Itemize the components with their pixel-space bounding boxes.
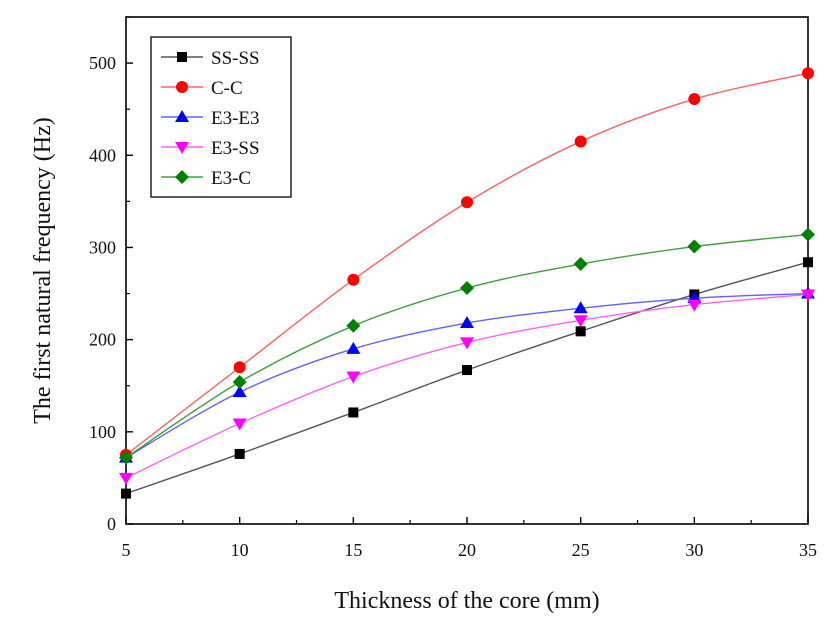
y-tick-label: 200	[89, 330, 116, 350]
legend-marker-e3-c	[175, 170, 189, 184]
x-tick-label: 10	[231, 540, 249, 560]
x-tick-label: 25	[572, 540, 590, 560]
data-point-e3-e3	[573, 301, 588, 314]
x-tick-label: 35	[799, 540, 817, 560]
legend-label-e3-e3: E3-E3	[211, 108, 260, 129]
data-point-ss-ss	[803, 257, 813, 268]
legend-label-ss-ss: SS-SS	[211, 48, 260, 69]
legend-label-c-c: C-C	[211, 78, 243, 99]
data-point-c-c	[461, 196, 473, 209]
y-tick-label: 300	[89, 237, 116, 257]
data-point-e3-c	[119, 450, 133, 465]
data-point-e3-e3	[232, 385, 247, 398]
legend-label-e3-ss: E3-SS	[211, 138, 260, 159]
legend: SS-SS C-C E3-E3 E3-SS E3-C	[150, 36, 292, 198]
x-tick-label: 15	[344, 540, 362, 560]
series-c-c	[120, 67, 814, 461]
x-tick-label: 20	[458, 540, 476, 560]
legend-marker-e3-ss	[175, 142, 189, 154]
data-point-c-c	[688, 93, 701, 106]
legend-marker-ss-ss	[177, 52, 187, 62]
data-point-e3-ss	[460, 337, 474, 350]
data-point-e3-c	[573, 257, 588, 272]
data-point-e3-c	[346, 318, 361, 333]
x-tick-label: 30	[685, 540, 703, 560]
y-axis-title: The first natural frequency (Hz)	[30, 117, 56, 424]
data-point-ss-ss	[234, 448, 245, 459]
data-point-e3-ss	[346, 371, 361, 384]
x-axis-title: Thickness of the core (mm)	[334, 588, 599, 614]
data-point-e3-ss	[573, 315, 588, 328]
data-point-e3-ss	[232, 418, 247, 431]
data-point-e3-c	[801, 227, 815, 242]
data-point-c-c	[574, 135, 587, 148]
y-tick-label: 500	[89, 53, 116, 73]
series-e3-ss	[119, 289, 815, 485]
data-point-ss-ss	[348, 407, 359, 418]
data-point-e3-c	[687, 239, 702, 254]
series-group	[119, 67, 815, 499]
data-point-c-c	[233, 361, 246, 374]
y-tick-label: 100	[89, 422, 116, 442]
data-point-e3-ss	[801, 289, 815, 302]
data-point-e3-c	[232, 375, 247, 390]
data-point-c-c	[802, 67, 814, 80]
data-point-e3-e3	[460, 316, 474, 329]
series-e3-c	[119, 227, 815, 465]
legend-label-e3-c: E3-C	[211, 168, 251, 189]
data-point-e3-c	[460, 281, 474, 296]
y-tick-label: 0	[107, 514, 116, 534]
data-point-ss-ss	[462, 365, 472, 376]
data-point-c-c	[347, 273, 360, 286]
x-tick-label: 5	[122, 540, 131, 560]
data-point-e3-e3	[346, 341, 361, 354]
y-tick-label: 400	[89, 145, 116, 165]
data-point-ss-ss	[575, 326, 586, 337]
axes: 5 10 15 20 25 30 35 0 100 200 300 400 500	[89, 16, 817, 560]
data-point-e3-ss	[687, 299, 702, 312]
legend-marker-e3-e3	[175, 110, 189, 122]
data-point-e3-ss	[119, 472, 133, 485]
data-point-ss-ss	[121, 488, 131, 499]
legend-marker-c-c	[176, 81, 188, 93]
